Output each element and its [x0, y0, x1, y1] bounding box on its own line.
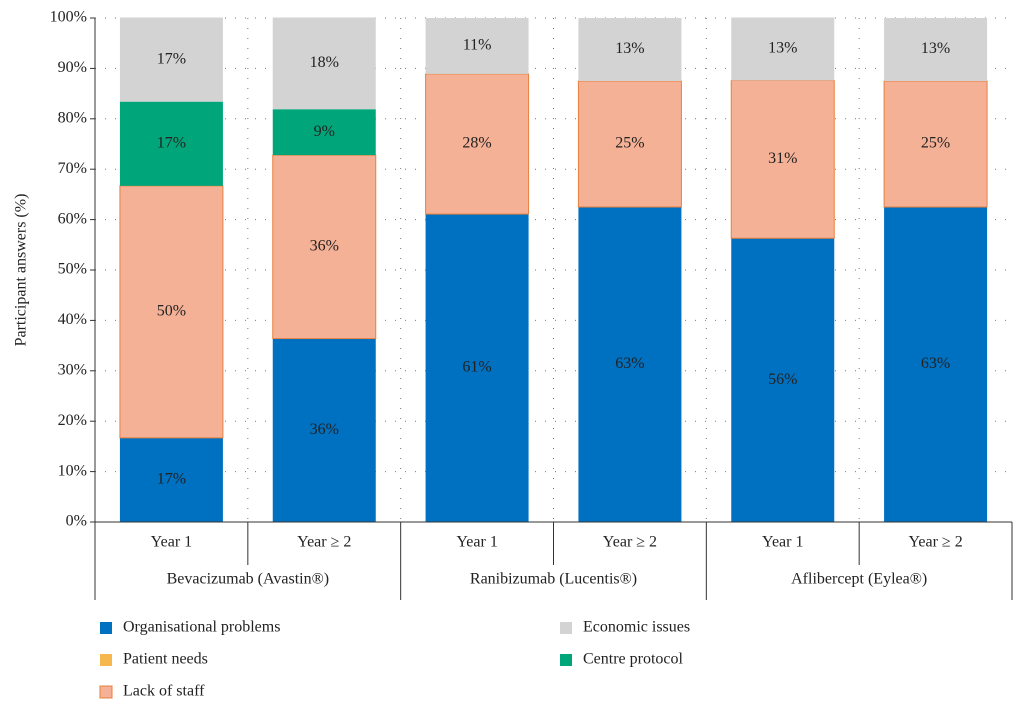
data-label: 56% — [768, 371, 797, 388]
data-label: 17% — [157, 134, 186, 151]
y-tick-label: 20% — [58, 412, 87, 429]
group-label: Bevacizumab (Avastin®) — [167, 571, 329, 588]
bar-segment — [425, 73, 530, 215]
legend-label: Organisational problems — [123, 619, 280, 636]
y-tick-label: 70% — [58, 160, 87, 177]
data-label: 13% — [615, 40, 644, 57]
data-label: 63% — [615, 355, 644, 372]
data-label: 9% — [314, 123, 335, 140]
y-tick-label: 50% — [58, 261, 87, 278]
data-label: 63% — [921, 355, 950, 372]
x-tick-label: Year 1 — [456, 534, 497, 551]
bar-segment — [119, 437, 223, 522]
data-label: 36% — [310, 421, 339, 438]
legend-swatch — [100, 622, 112, 634]
y-tick-label: 100% — [50, 9, 87, 26]
data-label: 28% — [462, 135, 491, 152]
data-label: 50% — [157, 303, 186, 320]
bar-segment — [425, 18, 529, 74]
y-tick-label: 0% — [66, 513, 87, 530]
bar-segment — [119, 101, 223, 186]
data-label: 17% — [157, 50, 186, 67]
group-label: Ranibizumab (Lucentis®) — [470, 571, 637, 588]
x-tick-label: Year ≥ 2 — [603, 534, 657, 551]
data-label: 17% — [157, 471, 186, 488]
bar-segment — [884, 18, 988, 81]
legend-swatch — [99, 685, 113, 699]
data-label: 13% — [921, 40, 950, 57]
y-tick-label: 60% — [58, 210, 87, 227]
data-label: 61% — [462, 359, 491, 376]
y-tick-label: 40% — [58, 311, 87, 328]
data-label: 25% — [921, 135, 950, 152]
x-tick-label: Year ≥ 2 — [297, 534, 351, 551]
data-label: 25% — [615, 135, 644, 152]
bar-segment — [578, 207, 682, 522]
y-tick-label: 10% — [58, 462, 87, 479]
legend-swatch — [100, 654, 112, 666]
bar-segment — [578, 18, 682, 81]
data-label: 36% — [310, 237, 339, 254]
bar-segment — [731, 17, 835, 81]
bar-segment — [272, 154, 377, 340]
bar-segment — [272, 109, 376, 156]
bar-segment — [425, 214, 529, 522]
legend-swatch — [560, 654, 572, 666]
group-label: Aflibercept (Eylea®) — [791, 571, 927, 588]
data-label: 18% — [310, 54, 339, 71]
bar-segment — [577, 80, 682, 208]
x-tick-label: Year 1 — [151, 534, 192, 551]
bar-segment — [883, 80, 988, 208]
x-tick-label: Year ≥ 2 — [908, 534, 962, 551]
legend-label: Economic issues — [583, 619, 690, 636]
bar-segment — [272, 17, 376, 110]
y-axis-label: Participant answers (%) — [13, 194, 30, 347]
bar-segment — [884, 207, 988, 522]
bar-segment — [730, 79, 835, 239]
x-tick-label: Year 1 — [762, 534, 803, 551]
legend-label: Centre protocol — [583, 651, 684, 668]
data-label: 13% — [768, 40, 797, 57]
data-label: 11% — [463, 37, 492, 54]
legend-swatch — [560, 622, 572, 634]
legend-label: Patient needs — [123, 651, 208, 668]
data-label: 31% — [768, 150, 797, 167]
bar-segment — [272, 338, 376, 522]
y-tick-label: 80% — [58, 109, 87, 126]
legend-label: Lack of staff — [123, 683, 205, 700]
bar-segment — [119, 185, 224, 439]
y-tick-label: 30% — [58, 361, 87, 378]
bar-segment — [119, 17, 223, 102]
y-tick-label: 90% — [58, 59, 87, 76]
bar-segment — [731, 238, 835, 523]
